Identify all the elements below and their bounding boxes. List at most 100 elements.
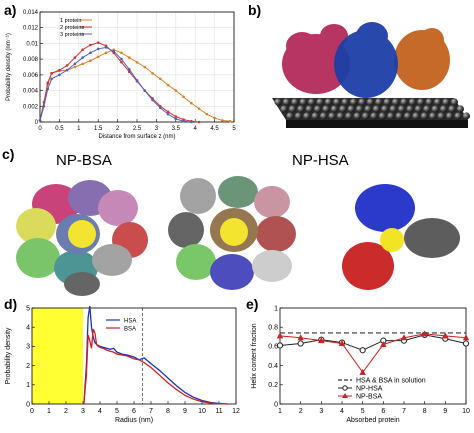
np-hsa-complex-1 [168, 176, 296, 290]
slab-atom [294, 112, 302, 120]
data-point [158, 106, 162, 110]
data-point [213, 116, 216, 120]
x-tick-label: 3 [155, 126, 159, 132]
np-bsa-complex [16, 180, 148, 296]
x-tick-label: 8 [423, 408, 427, 415]
slab-atom [395, 112, 403, 120]
data-point [442, 332, 449, 339]
slab-atom [412, 112, 420, 120]
y-tick-label: 0.4 [268, 363, 278, 370]
y-tick-label: 0.014 [23, 10, 39, 16]
slab-atom [398, 105, 406, 113]
x-tick-label: 9 [443, 408, 447, 415]
data-point [42, 104, 46, 108]
slab-atom [324, 98, 332, 106]
x-tick-label: 10 [198, 408, 206, 415]
data-point [46, 87, 50, 91]
x-tick-label: 11 [215, 408, 222, 415]
slab-atom [420, 112, 428, 120]
x-tick-label: 4 [98, 408, 102, 415]
x-tick-label: 0 [38, 126, 42, 132]
slab-atom [311, 112, 319, 120]
data-point [297, 334, 304, 341]
y-tick-label: 0.6 [268, 344, 278, 351]
chart-a: 0 0.5 1 1.5 2 2.5 3 3.5 4 4.5 5 0 0.002 0.004 0.006 0.0… [6, 10, 236, 140]
panel-c-label: c) [2, 146, 15, 162]
slab-atom [378, 112, 386, 120]
data-point [197, 120, 201, 124]
y-tick-label: 0.006 [23, 73, 39, 79]
data-point [174, 117, 178, 121]
y-tick-label: 0.8 [268, 325, 278, 332]
data-point [143, 89, 147, 92]
x-tick-label: 5 [115, 408, 119, 415]
data-point [96, 47, 100, 51]
y-tick-label: 3 [26, 344, 30, 351]
x-tick-label: 6 [132, 408, 136, 415]
protein-blue [334, 22, 398, 98]
slab-atom [347, 105, 355, 113]
legend-label: NP-BSA [356, 394, 382, 401]
series-line [39, 42, 200, 123]
x-tick-label: 2 [116, 126, 120, 132]
slab-atom [462, 112, 470, 120]
x-tick-label: 8 [166, 408, 170, 415]
x-tick-label: 2 [64, 408, 68, 415]
np-hsa-complex-2 [342, 184, 460, 290]
legend-label: HSA [124, 319, 136, 325]
y-tick-label: 1 [274, 305, 278, 312]
slab-atom [375, 98, 383, 106]
x-tick-label: 3 [319, 408, 323, 415]
slab-atom [381, 105, 389, 113]
series-line [279, 333, 467, 374]
x-tick-label: 12 [232, 408, 240, 415]
data-point [182, 95, 185, 99]
slab-atom [288, 105, 296, 113]
data-point [104, 46, 108, 49]
data-point [73, 65, 77, 69]
y-tick-label: 0 [35, 120, 39, 126]
data-point [135, 79, 139, 82]
y-tick-label: 0.008 [23, 57, 39, 63]
data-point [166, 110, 170, 114]
data-point [120, 57, 123, 61]
slab-atom [425, 98, 433, 106]
x-tick-label: 7 [402, 408, 406, 415]
y-tick-label: 2 [26, 363, 30, 370]
y-axis-label: Helix content fraction [251, 323, 258, 388]
x-tick-label: 7 [149, 408, 153, 415]
slab-atom [336, 112, 344, 120]
x-axis-label: Absorbed protein [346, 417, 399, 424]
x-tick-label: 1 [278, 408, 282, 415]
slab-atom [366, 98, 374, 106]
series-line [39, 49, 231, 122]
slab-atom [339, 105, 347, 113]
legend-label: 3 proteins [60, 32, 84, 38]
data-point [127, 68, 131, 71]
np-bsa-label: NP-BSA [56, 152, 112, 169]
slab-atom [308, 98, 316, 106]
slab-atom [408, 98, 416, 106]
slab-atom [303, 112, 311, 120]
slab-atom [291, 98, 299, 106]
x-tick-label: 0 [30, 408, 34, 415]
x-tick-label: 9 [183, 408, 187, 415]
slab-atom [446, 112, 454, 120]
data-point [276, 342, 284, 349]
x-tick-label: 3.5 [172, 126, 181, 132]
data-point [65, 64, 69, 67]
y-tick-label: 0.004 [23, 89, 39, 95]
data-point [89, 51, 92, 55]
legend-marker [342, 385, 348, 391]
slab-atom [456, 105, 464, 113]
data-point [151, 71, 154, 75]
slab-atom [314, 105, 322, 113]
data-point [81, 56, 84, 59]
data-point [380, 340, 387, 347]
slab-atom [448, 105, 456, 113]
slab-atom [356, 105, 364, 113]
shaded-region [32, 308, 83, 404]
data-point [89, 59, 92, 63]
data-point [338, 340, 346, 347]
